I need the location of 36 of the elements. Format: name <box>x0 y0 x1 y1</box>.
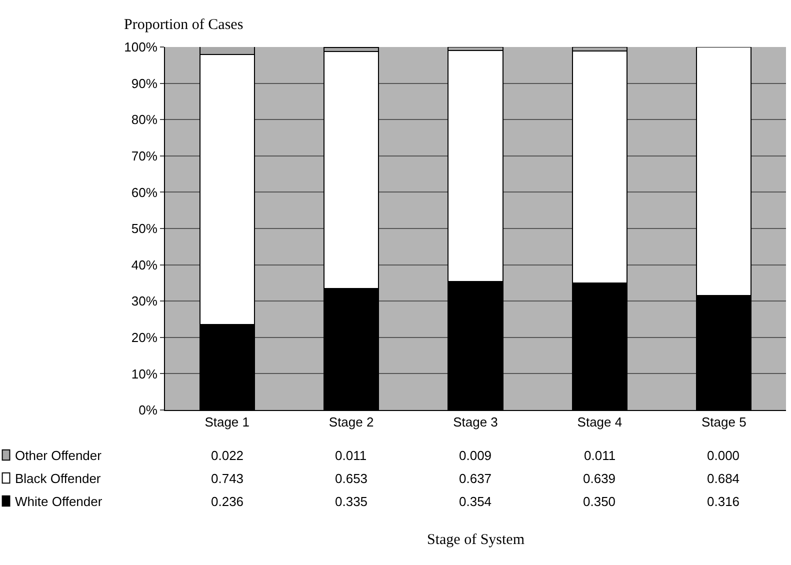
legend-label: Black Offender <box>15 471 102 486</box>
data-label: 0.639 <box>583 471 616 486</box>
y-tick-label: 50% <box>131 221 158 236</box>
text: Stage of System <box>427 532 525 548</box>
y-tick-label: 70% <box>131 148 158 164</box>
data-label: 0.236 <box>211 494 244 509</box>
y-tick-label: 40% <box>131 257 158 272</box>
data-label: 0.022 <box>211 448 244 463</box>
y-tick-label: 80% <box>131 112 158 128</box>
y-tick-label: 20% <box>131 330 158 345</box>
data-label: 0.011 <box>335 448 367 463</box>
data-label: 0.637 <box>459 471 492 486</box>
data-label: 0.316 <box>707 494 740 509</box>
y-axis-title: Proportion of Cases <box>124 17 244 33</box>
legend-label: Other Offender <box>15 448 102 463</box>
y-tick-label: 90% <box>131 76 158 91</box>
data-label: 0.354 <box>459 494 492 509</box>
data-label: 0.011 <box>584 448 616 463</box>
x-tick-label: Stage 2 <box>328 414 374 430</box>
data-label: 0.350 <box>583 494 616 509</box>
x-tick-label: Stage 3 <box>453 414 498 430</box>
legend-label: White Offender <box>15 494 103 509</box>
y-tick-label: 30% <box>131 294 158 309</box>
data-label: 0.000 <box>707 448 740 463</box>
y-tick-label: 60% <box>131 184 158 200</box>
y-tick-label: 100% <box>124 40 158 55</box>
data-label: 0.009 <box>459 448 492 463</box>
x-tick-label: Stage 5 <box>701 414 746 430</box>
x-tick-label: Stage 4 <box>577 414 622 430</box>
x-tick-label: Stage 1 <box>204 414 250 430</box>
data-label: 0.684 <box>707 471 740 486</box>
data-label: 0.653 <box>335 471 368 486</box>
data-label: 0.743 <box>211 471 244 486</box>
y-tick-label: 10% <box>131 366 158 382</box>
data-label: 0.335 <box>335 494 368 509</box>
y-tick-label: 0% <box>138 402 158 418</box>
